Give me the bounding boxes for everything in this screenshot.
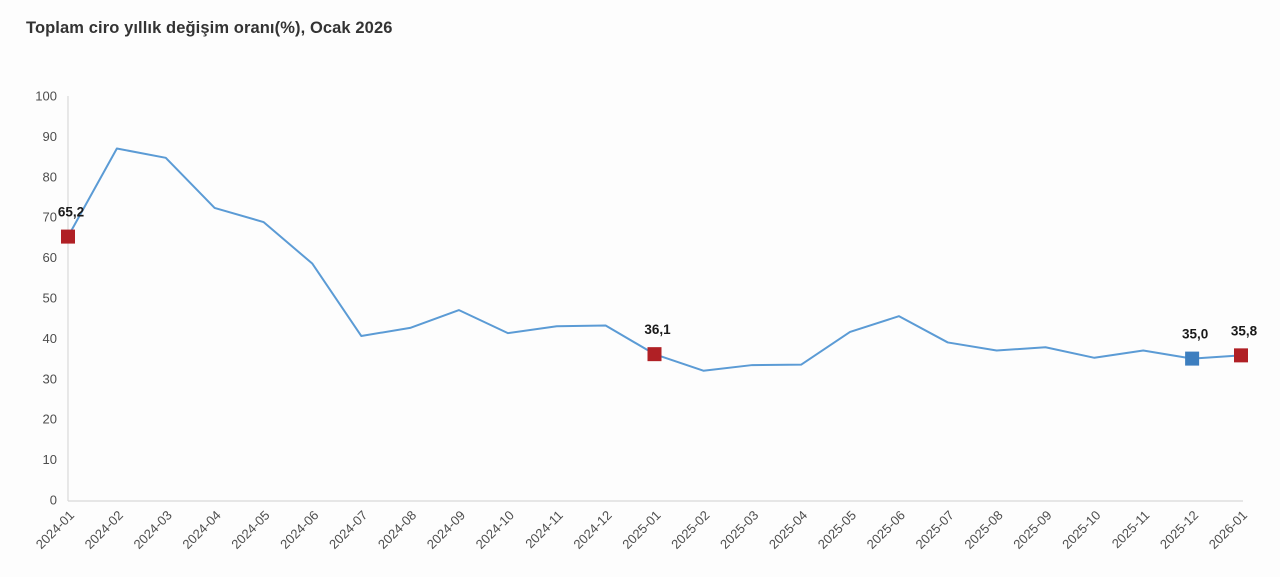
x-tick-label: 2024-12 <box>570 508 614 552</box>
x-tick-label: 2024-05 <box>228 508 272 552</box>
trend-line <box>67 147 1242 372</box>
x-tick-label: 2025-02 <box>668 508 712 552</box>
x-tick-label: 2024-02 <box>82 508 126 552</box>
data-point-label-2026-01: 35,8 <box>1231 323 1258 338</box>
data-point-label-2025-12: 35,0 <box>1182 327 1208 342</box>
x-tick-label: 2025-03 <box>717 508 761 552</box>
x-tick-label: 2025-10 <box>1059 508 1103 552</box>
x-tick-label: 2024-04 <box>179 508 223 552</box>
y-tick-label: 90 <box>43 129 57 144</box>
data-point-marker-2026-01 <box>1234 348 1248 363</box>
x-tick-label: 2026-01 <box>1206 508 1250 552</box>
x-tick-label: 2024-03 <box>131 508 175 552</box>
data-point-label-2024-01: 65,2 <box>58 205 84 220</box>
x-tick-label: 2025-04 <box>766 508 810 552</box>
y-tick-label: 10 <box>43 452 57 467</box>
data-point-label-2025-01: 36,1 <box>644 322 671 337</box>
y-tick-label: 100 <box>35 89 57 104</box>
data-point-marker-2024-01 <box>61 229 75 244</box>
x-tick-label: 2024-01 <box>33 508 77 552</box>
x-tick-label: 2025-05 <box>815 508 859 552</box>
x-tick-label: 2025-12 <box>1157 508 1201 552</box>
y-tick-label: 60 <box>43 250 57 265</box>
x-tick-label: 2024-06 <box>277 508 321 552</box>
x-tick-label: 2025-06 <box>864 508 908 552</box>
x-tick-label: 2025-01 <box>619 508 663 552</box>
y-tick-label: 40 <box>43 331 57 346</box>
y-tick-label: 20 <box>43 412 57 427</box>
y-tick-label: 80 <box>43 169 57 184</box>
y-tick-label: 50 <box>43 291 57 306</box>
x-tick-label: 2024-07 <box>326 508 370 552</box>
y-tick-label: 0 <box>50 493 57 508</box>
data-point-marker-2025-12 <box>1185 351 1200 366</box>
chart-title: Toplam ciro yıllık değişim oranı(%), Oca… <box>26 19 393 37</box>
x-tick-label: 2024-10 <box>473 508 517 552</box>
y-tick-label: 70 <box>43 210 57 225</box>
x-tick-label: 2025-08 <box>961 508 1005 552</box>
x-tick-label: 2025-11 <box>1109 508 1153 552</box>
data-point-marker-2025-01 <box>647 347 662 362</box>
x-tick-label: 2024-08 <box>375 508 419 552</box>
x-tick-label: 2025-07 <box>913 508 957 552</box>
x-tick-label: 2024-11 <box>522 508 566 552</box>
y-tick-label: 30 <box>43 371 57 386</box>
x-tick-label: 2025-09 <box>1010 508 1054 552</box>
x-tick-label: 2024-09 <box>424 508 468 552</box>
